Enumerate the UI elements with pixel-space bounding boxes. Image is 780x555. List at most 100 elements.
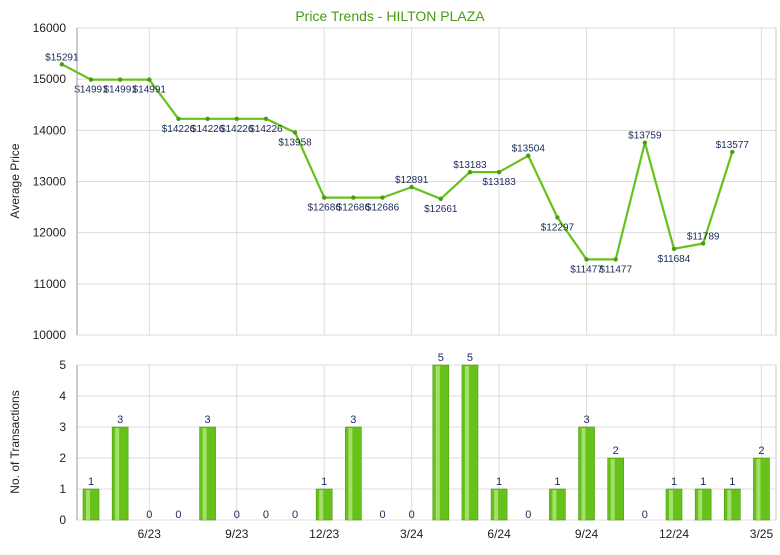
price-point: [380, 195, 385, 200]
transaction-count-label: 0: [146, 509, 152, 521]
transactions-y-tick-label: 1: [59, 482, 66, 496]
price-point: [234, 116, 239, 121]
price-point: [263, 116, 269, 121]
transaction-count-label: 1: [88, 476, 94, 488]
transaction-bar: [694, 488, 712, 521]
price-value-label: $13504: [512, 144, 546, 155]
price-point: [642, 140, 648, 145]
transaction-bar-highlight: [581, 428, 586, 520]
price-value-label: $11789: [687, 231, 720, 242]
price-point: [526, 153, 531, 158]
transaction-count-label: 3: [117, 414, 123, 426]
price-point: [351, 195, 356, 200]
price-point: [671, 246, 677, 252]
transaction-bar-highlight: [756, 459, 761, 520]
transaction-bar: [753, 457, 770, 521]
price-value-label: $12686: [366, 203, 400, 214]
price-point: [88, 77, 94, 82]
price-point: [613, 257, 618, 262]
price-point: [59, 62, 65, 67]
transactions-y-axis-label: No. of Transactions: [8, 390, 22, 493]
transaction-count-label: 0: [525, 509, 531, 521]
transaction-bar-highlight: [435, 366, 440, 520]
transaction-count-label: 1: [321, 476, 327, 488]
price-value-label: $14991: [74, 85, 108, 96]
transaction-bar: [315, 488, 333, 521]
transaction-bar: [665, 488, 683, 521]
price-value-label: $14226: [191, 124, 225, 135]
price-y-tick-label: 15000: [33, 72, 67, 86]
grid-layer: [77, 27, 776, 521]
transaction-bar-highlight: [494, 490, 499, 520]
transaction-count-label: 3: [205, 414, 211, 426]
transaction-count-label: 1: [729, 476, 735, 488]
transaction-count-label: 1: [496, 476, 502, 488]
transactions-y-tick-label: 4: [59, 389, 66, 403]
price-value-label: $14226: [220, 124, 254, 135]
transaction-bar-highlight: [669, 490, 673, 520]
transaction-bar: [490, 488, 508, 521]
price-value-label: $11477: [599, 264, 632, 275]
transaction-count-label: 2: [758, 445, 764, 457]
price-point: [409, 184, 414, 190]
price-value-label: $12661: [424, 204, 458, 215]
transaction-bar: [607, 457, 625, 521]
transaction-count-label: 1: [671, 476, 677, 488]
price-series: $15291$14991$14991$14991$14226$14226$142…: [45, 52, 749, 275]
transaction-count-label: 0: [175, 509, 181, 521]
x-tick-label: 3/25: [750, 527, 774, 541]
transaction-bar-highlight: [348, 428, 353, 520]
price-y-tick-label: 16000: [33, 21, 67, 35]
price-value-label: $13759: [628, 131, 662, 142]
transaction-count-label: 5: [467, 352, 473, 364]
price-value-label: $14991: [103, 85, 137, 96]
price-point: [496, 169, 502, 175]
transaction-count-label: 1: [554, 476, 560, 488]
chart-title: Price Trends - HILTON PLAZA: [295, 8, 485, 24]
price-point: [147, 77, 152, 82]
price-point: [584, 257, 589, 262]
x-tick-label: 6/23: [138, 527, 162, 541]
transaction-count-label: 0: [642, 509, 648, 521]
x-tick-label: 9/24: [575, 527, 599, 541]
transaction-bar: [82, 488, 100, 521]
price-point: [555, 215, 560, 220]
axes: 1000011000120001300014000150001600001234…: [33, 21, 774, 541]
transaction-count-label: 1: [700, 476, 706, 488]
transaction-bar-highlight: [464, 366, 469, 520]
price-value-label: $11477: [570, 264, 603, 275]
price-value-label: $11684: [658, 254, 691, 265]
price-value-label: $14226: [162, 124, 196, 135]
transaction-count-label: 0: [263, 509, 269, 521]
price-point: [205, 116, 210, 121]
price-y-tick-label: 10000: [33, 328, 67, 342]
transaction-bar: [461, 364, 479, 521]
transaction-count-label: 0: [379, 509, 385, 521]
transaction-bar: [345, 426, 362, 521]
transaction-bar-highlight: [319, 490, 324, 520]
price-value-label: $15291: [45, 52, 79, 63]
transaction-count-label: 0: [234, 509, 240, 521]
transaction-bar: [578, 426, 595, 521]
price-point: [700, 241, 706, 246]
transaction-bar-highlight: [552, 490, 557, 520]
transaction-bar: [549, 488, 566, 521]
price-point: [176, 116, 181, 121]
x-tick-label: 12/23: [309, 527, 339, 541]
transaction-count-label: 0: [409, 509, 415, 521]
transaction-bar-highlight: [727, 490, 732, 520]
transaction-bar: [432, 364, 450, 521]
transactions-y-tick-label: 2: [59, 451, 66, 465]
transaction-bar: [723, 488, 741, 521]
transaction-bar-highlight: [86, 490, 90, 520]
price-point: [438, 196, 443, 202]
price-point: [322, 195, 327, 200]
transaction-bar-highlight: [115, 428, 120, 520]
transaction-count-label: 3: [350, 414, 356, 426]
transactions-series: 1 3 0 0 3 0 0 0 1 3 0 0 5 5 1 0 1 3 2 0 1 1 1 2: [82, 352, 770, 521]
price-point: [730, 149, 735, 155]
x-tick-label: 9/23: [225, 527, 249, 541]
price-value-label: $13183: [453, 160, 487, 171]
transaction-count-label: 2: [613, 445, 619, 457]
x-tick-label: 12/24: [659, 527, 689, 541]
